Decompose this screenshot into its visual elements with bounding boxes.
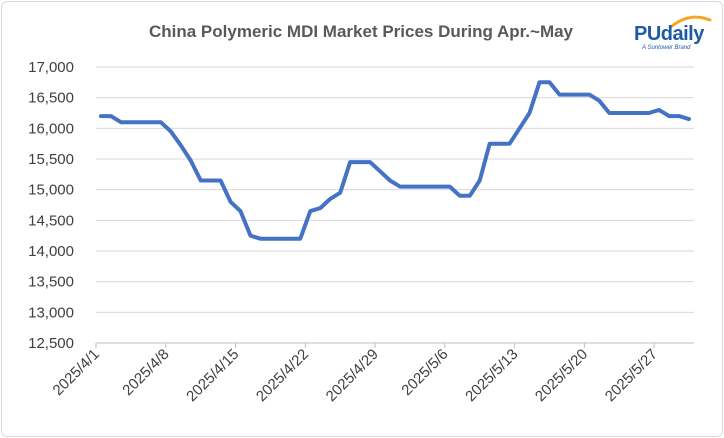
y-tick-label: 14,000: [28, 243, 74, 260]
x-tick-label: 2025/5/27: [602, 346, 661, 405]
y-tick-label: 15,000: [28, 182, 74, 199]
logo-wordmark: PUdaily: [634, 23, 704, 45]
y-tick-label: 13,500: [28, 274, 74, 291]
x-tick-label: 2025/4/8: [119, 346, 172, 399]
y-tick-label: 16,000: [28, 120, 74, 137]
x-tick-label: 2025/5/20: [532, 346, 591, 405]
y-axis-ticks: 12,500 13,000 13,500 14,000 14,500 15,000 15,5…: [28, 59, 74, 352]
y-tick-label: 14,500: [28, 212, 74, 229]
price-series-line: [99, 80, 691, 241]
x-tick-label: 2025/4/15: [183, 346, 242, 405]
y-tick-label: 12,500: [28, 335, 74, 352]
x-tick-label: 2025/5/6: [398, 346, 451, 399]
x-tick-label: 2025/4/22: [253, 346, 312, 405]
x-axis-ticks: 2025/4/1 2025/4/8 2025/4/15 2025/4/22 2025/4…: [50, 343, 661, 405]
y-tick-label: 17,000: [28, 59, 74, 76]
y-tick-label: 13,000: [28, 304, 74, 321]
x-tick-label: 2025/4/1: [50, 346, 103, 399]
x-tick-label: 2025/5/13: [462, 346, 521, 405]
logo-arc-icon: [670, 15, 712, 28]
y-tick-label: 16,500: [28, 90, 74, 107]
gridlines: [96, 66, 694, 313]
x-tick-label: 2025/4/29: [323, 346, 382, 405]
logo-tagline: A Suntower Brand: [642, 45, 691, 51]
chart-title: China Polymeric MDI Market Prices During…: [148, 22, 574, 41]
pudaily-logo: PUdaily A Suntower Brand: [632, 10, 720, 54]
y-tick-label: 15,500: [28, 151, 74, 168]
